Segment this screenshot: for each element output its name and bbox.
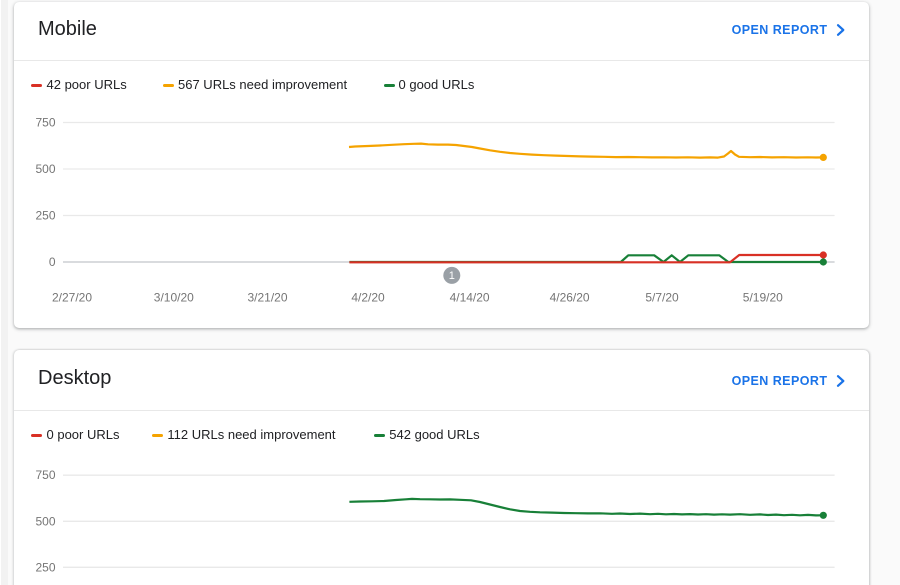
svg-text:4/2/20: 4/2/20 xyxy=(351,291,385,305)
svg-text:250: 250 xyxy=(35,209,55,223)
svg-text:3/10/20: 3/10/20 xyxy=(154,291,194,305)
svg-text:0: 0 xyxy=(49,255,56,269)
svg-text:500: 500 xyxy=(35,514,55,528)
svg-text:4/14/20: 4/14/20 xyxy=(450,291,490,305)
svg-text:4/26/20: 4/26/20 xyxy=(550,291,590,305)
svg-text:1: 1 xyxy=(449,270,455,282)
svg-text:3/21/20: 3/21/20 xyxy=(247,291,287,305)
svg-text:5/7/20: 5/7/20 xyxy=(645,291,679,305)
svg-text:750: 750 xyxy=(35,116,55,130)
svg-text:500: 500 xyxy=(35,162,55,176)
svg-text:5/19/20: 5/19/20 xyxy=(743,291,783,305)
svg-text:2/27/20: 2/27/20 xyxy=(52,291,92,305)
svg-text:250: 250 xyxy=(35,560,55,574)
svg-text:750: 750 xyxy=(35,468,55,482)
